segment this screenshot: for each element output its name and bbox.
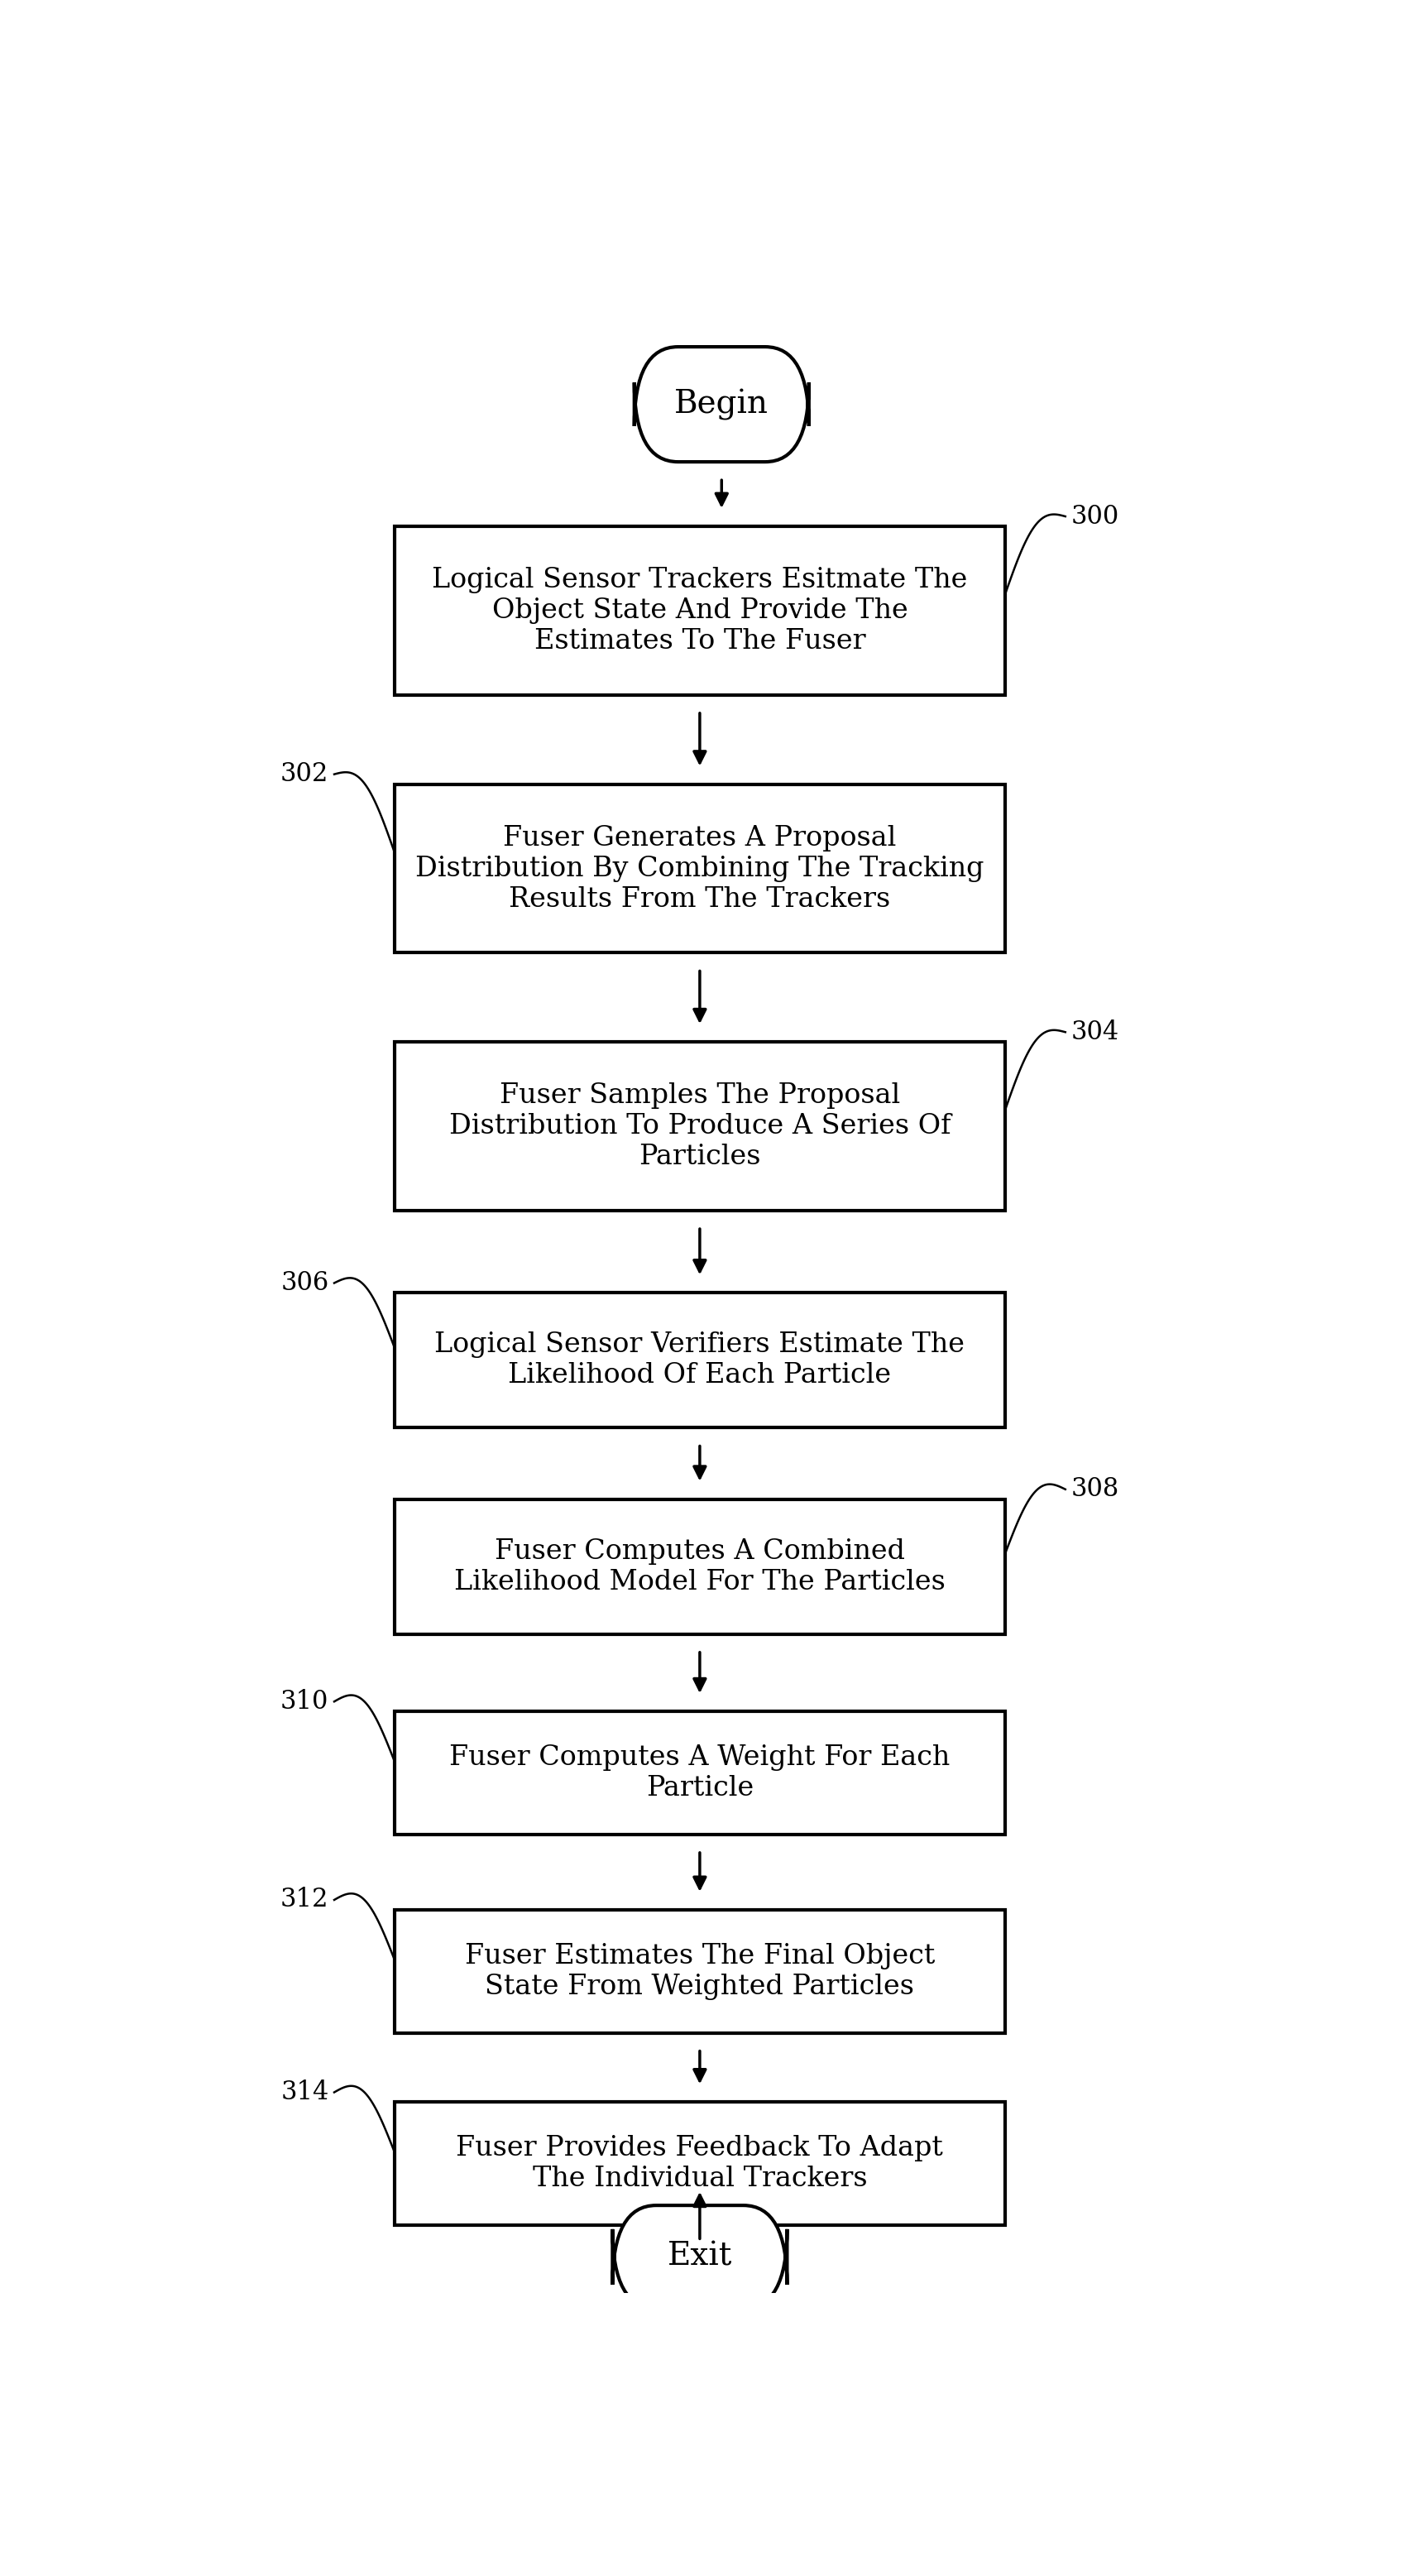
Text: Logical Sensor Verifiers Estimate The
Likelihood Of Each Particle: Logical Sensor Verifiers Estimate The Li…	[435, 1332, 964, 1388]
Bar	[394, 783, 1005, 953]
Text: Fuser Computes A Combined
Likelihood Model For The Particles: Fuser Computes A Combined Likelihood Mod…	[455, 1538, 945, 1595]
FancyBboxPatch shape	[612, 2205, 787, 2308]
Text: Logical Sensor Trackers Esitmate The
Object State And Provide The
Estimates To T: Logical Sensor Trackers Esitmate The Obj…	[432, 567, 967, 654]
Text: 308: 308	[1071, 1476, 1119, 1502]
Text: Fuser Estimates The Final Object
State From Weighted Particles: Fuser Estimates The Final Object State F…	[465, 1942, 935, 1999]
Text: Fuser Provides Feedback To Adapt
The Individual Trackers: Fuser Provides Feedback To Adapt The Ind…	[456, 2136, 943, 2192]
Text: 306: 306	[280, 1270, 328, 1296]
Text: Fuser Generates A Proposal
Distribution By Combining The Tracking
Results From T: Fuser Generates A Proposal Distribution …	[415, 824, 984, 912]
Bar	[394, 1710, 1005, 1834]
Bar	[394, 1043, 1005, 1211]
Text: Fuser Samples The Proposal
Distribution To Produce A Series Of
Particles: Fuser Samples The Proposal Distribution …	[449, 1082, 950, 1170]
Bar	[394, 526, 1005, 696]
Text: 304: 304	[1071, 1020, 1119, 1046]
Text: 310: 310	[280, 1690, 328, 1716]
Text: Exit: Exit	[667, 2241, 732, 2272]
Bar	[394, 1293, 1005, 1427]
Text: 314: 314	[280, 2079, 328, 2105]
Text: Fuser Computes A Weight For Each
Particle: Fuser Computes A Weight For Each Particl…	[449, 1744, 950, 1801]
Text: 312: 312	[280, 1888, 328, 1914]
Bar	[394, 1499, 1005, 1633]
FancyBboxPatch shape	[634, 348, 808, 461]
Text: Begin: Begin	[674, 389, 769, 420]
Text: 302: 302	[280, 762, 328, 788]
Bar	[394, 2102, 1005, 2226]
Text: 300: 300	[1071, 502, 1119, 528]
Bar	[394, 1909, 1005, 2032]
